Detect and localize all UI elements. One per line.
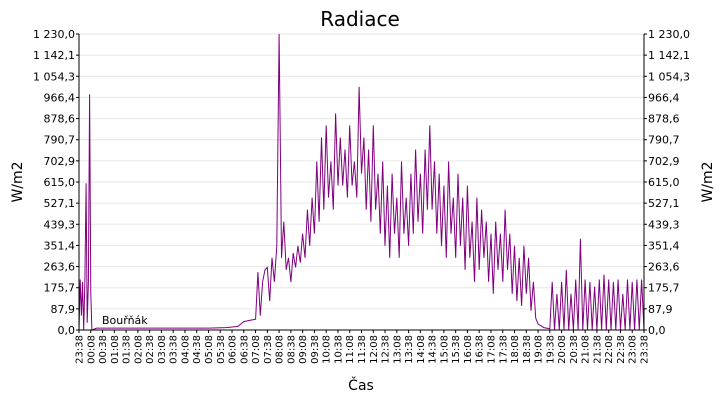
x-tick-label: 13:08 (392, 335, 403, 364)
y-tick-label: 87,9 (648, 303, 673, 316)
x-tick-label: 02:38 (145, 335, 156, 364)
y-tick-label: 615,0 (648, 176, 680, 189)
y-tick-label: 0,0 (648, 324, 666, 337)
x-axis-ticks: 23:38 00:08 00:38 01:08 01:38 02:08 02:38 03:08… (75, 330, 651, 364)
y-tick-label: 966,4 (44, 91, 76, 104)
x-tick-label: 03:08 (157, 335, 168, 364)
y-tick-label: 1 230,0 (648, 28, 690, 41)
x-tick-label: 13:38 (404, 335, 415, 364)
y-tick-label: 878,6 (44, 113, 76, 126)
x-tick-label: 20:38 (569, 335, 580, 364)
series-layer (78, 33, 645, 331)
x-tick-label: 01:38 (122, 335, 133, 364)
y-tick-label: 351,4 (648, 239, 680, 252)
y-tick-label: 1 054,3 (648, 70, 690, 83)
y-tick-label: 702,9 (44, 155, 76, 168)
y-tick-label: 702,9 (648, 155, 680, 168)
y-tick-label: 1 054,3 (33, 70, 75, 83)
y-tick-label: 1 142,1 (33, 49, 75, 62)
x-tick-label: 00:08 (86, 335, 97, 364)
y-axis-title-right: W/m2 (700, 161, 716, 202)
y-tick-label: 966,4 (648, 91, 680, 104)
x-tick-label: 11:08 (345, 335, 356, 364)
x-tick-label: 22:38 (616, 335, 627, 364)
x-tick-label: 21:38 (592, 335, 603, 364)
x-tick-label: 16:38 (475, 335, 486, 364)
y-tick-label: 175,7 (648, 282, 680, 295)
y-tick-label: 439,3 (44, 218, 76, 231)
y-tick-label: 439,3 (648, 218, 680, 231)
y-tick-label: 527,1 (44, 197, 76, 210)
x-tick-label: 19:38 (545, 335, 556, 364)
x-tick-label: 09:08 (298, 335, 309, 364)
y-tick-label: 87,9 (51, 303, 76, 316)
y-tick-label: 263,6 (44, 261, 76, 274)
y-tick-label: 1 142,1 (648, 49, 690, 62)
x-tick-label: 18:38 (522, 335, 533, 364)
x-tick-label: 17:08 (486, 335, 497, 364)
x-tick-label: 08:38 (286, 335, 297, 364)
x-tick-label: 11:38 (357, 335, 368, 364)
x-tick-label: 18:08 (510, 335, 521, 364)
y-tick-label: 615,0 (44, 176, 76, 189)
x-tick-label: 14:38 (428, 335, 439, 364)
y-tick-label: 351,4 (44, 239, 76, 252)
x-tick-label: 01:08 (110, 335, 121, 364)
x-tick-label: 19:08 (534, 335, 545, 364)
y-tick-label: 175,7 (44, 282, 76, 295)
x-tick-label: 03:38 (169, 335, 180, 364)
x-tick-label: 12:38 (381, 335, 392, 364)
x-tick-label: 05:38 (216, 335, 227, 364)
x-tick-label: 07:38 (263, 335, 274, 364)
x-tick-label: 08:08 (275, 335, 286, 364)
x-tick-label: 16:08 (463, 335, 474, 364)
x-tick-label: 04:38 (192, 335, 203, 364)
x-tick-label: 23:38 (75, 335, 86, 364)
y-axis-left-ticks: 0,0 87,9 175,7 263,6 351,4 439,3 527,1 615,0 702… (33, 28, 79, 337)
y-tick-label: 1 230,0 (33, 28, 75, 41)
y-tick-label: 790,7 (44, 134, 76, 147)
x-tick-label: 23:38 (640, 335, 651, 364)
x-tick-label: 23:08 (628, 335, 639, 364)
chart-title: Radiace (320, 7, 400, 31)
x-tick-label: 10:08 (322, 335, 333, 364)
x-axis-title: Čas (348, 376, 374, 394)
x-tick-label: 04:08 (180, 335, 191, 364)
y-tick-label: 527,1 (648, 197, 680, 210)
x-tick-label: 02:08 (133, 335, 144, 364)
y-tick-label: 790,7 (648, 134, 680, 147)
x-tick-label: 10:38 (333, 335, 344, 364)
x-tick-label: 07:08 (251, 335, 262, 364)
y-tick-label: 0,0 (58, 324, 76, 337)
x-tick-label: 21:08 (581, 335, 592, 364)
series-line (78, 33, 645, 331)
series-name-label: Bouřňák (102, 314, 148, 327)
x-tick-label: 00:38 (98, 335, 109, 364)
x-tick-label: 15:38 (451, 335, 462, 364)
x-tick-label: 06:08 (228, 335, 239, 364)
x-tick-label: 17:38 (498, 335, 509, 364)
x-tick-label: 15:08 (439, 335, 450, 364)
x-tick-label: 05:08 (204, 335, 215, 364)
y-tick-label: 263,6 (648, 261, 680, 274)
y-tick-label: 878,6 (648, 113, 680, 126)
x-tick-label: 20:08 (557, 335, 568, 364)
x-tick-label: 14:08 (416, 335, 427, 364)
x-tick-label: 22:08 (604, 335, 615, 364)
x-tick-label: 09:38 (310, 335, 321, 364)
y-axis-title-left: W/m2 (10, 161, 26, 202)
y-axis-right-ticks: 0,0 87,9 175,7 263,6 351,4 439,3 527,1 615,0 702… (644, 28, 690, 337)
x-tick-label: 06:38 (239, 335, 250, 364)
x-tick-label: 12:08 (369, 335, 380, 364)
grid-lines (79, 33, 644, 310)
